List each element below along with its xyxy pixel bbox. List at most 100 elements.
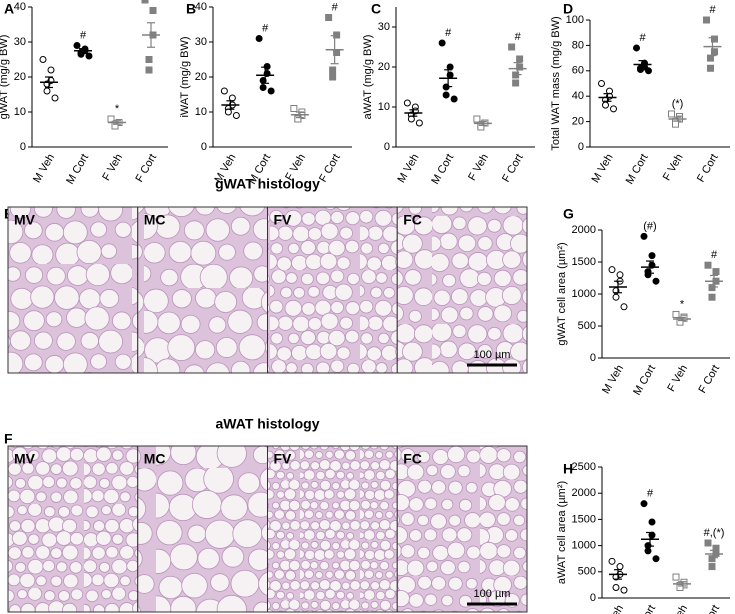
data-point — [708, 293, 716, 301]
histology-image — [396, 445, 528, 613]
significance-label: # — [515, 31, 522, 43]
y-tick-label: 60 — [572, 65, 584, 77]
data-point — [703, 16, 710, 24]
histology-image — [7, 206, 139, 374]
data-point — [644, 547, 652, 555]
data-point — [47, 66, 55, 74]
data-point — [612, 293, 620, 301]
significance-label: # — [332, 1, 339, 13]
x-tick-label: F Cort — [696, 363, 722, 395]
panel-letter: H — [563, 461, 573, 477]
y-tick-label: 1500 — [572, 513, 596, 525]
x-tick-label: F Cort — [695, 152, 721, 184]
data-point — [145, 66, 153, 74]
histology-image — [267, 206, 398, 374]
data-point — [708, 555, 716, 563]
histology-label: MC — [144, 451, 166, 467]
data-point — [73, 42, 81, 49]
y-tick-label: 30 — [195, 36, 207, 48]
data-point — [708, 284, 716, 292]
y-tick-label: 20 — [195, 71, 207, 83]
histology-label: FC — [403, 451, 422, 467]
data-point — [39, 56, 47, 63]
data-point — [446, 63, 454, 71]
y-tick-label: 500 — [578, 320, 596, 332]
x-tick-label: F Cort — [317, 152, 343, 184]
y-tick-label: 0 — [384, 141, 390, 153]
significance-label: # — [647, 488, 654, 500]
significance-label: # — [709, 4, 716, 16]
significance-label: # — [445, 27, 452, 39]
x-tick-label: F Veh — [665, 363, 690, 394]
data-point — [633, 44, 640, 52]
histology-label: FV — [274, 212, 293, 228]
y-tick-label: 2000 — [572, 487, 596, 499]
y-tick-label: 0 — [590, 352, 596, 364]
y-tick-label: 100 — [566, 14, 584, 26]
y-tick-label: 0 — [201, 141, 207, 153]
data-point — [255, 35, 263, 42]
histology-image — [396, 206, 528, 374]
x-tick-label: M Cort — [64, 152, 91, 187]
data-point — [712, 268, 720, 276]
x-tick-label: F Veh — [665, 603, 690, 614]
data-point — [450, 95, 458, 103]
histology-image — [137, 445, 268, 613]
y-axis-label: Total WAT mass (mg/g BW) — [550, 16, 562, 150]
data-point — [442, 91, 450, 99]
data-point — [652, 277, 660, 285]
x-tick-label: F Veh — [100, 152, 125, 183]
histology-title: gWAT histology — [215, 176, 320, 192]
data-point — [612, 584, 620, 592]
data-point — [85, 52, 93, 60]
data-point — [325, 14, 333, 21]
data-point — [668, 110, 675, 118]
histology-image — [137, 206, 268, 374]
data-point — [640, 232, 648, 240]
data-point — [220, 87, 228, 95]
x-tick-label: F Cort — [500, 152, 526, 184]
data-point — [608, 266, 616, 274]
data-point — [512, 79, 520, 87]
data-point — [704, 261, 712, 269]
histology-image — [7, 445, 139, 613]
histology-label: MC — [144, 212, 166, 228]
data-point — [259, 84, 267, 91]
panel-letter: G — [563, 206, 574, 222]
y-tick-label: 40 — [195, 1, 207, 13]
data-point — [602, 101, 609, 109]
y-tick-label: 0 — [20, 141, 26, 153]
panel-letter: C — [371, 1, 381, 17]
x-tick-label: M Cort — [429, 152, 456, 187]
x-tick-label: M Veh — [396, 152, 422, 185]
y-tick-label: 10 — [378, 101, 390, 113]
data-point — [290, 105, 298, 112]
data-point — [403, 99, 411, 107]
data-point — [707, 64, 714, 72]
data-point — [704, 539, 712, 547]
data-point — [711, 48, 718, 56]
data-point — [711, 35, 718, 43]
y-axis-label: iWAT (mg/g BW) — [179, 36, 191, 117]
y-tick-label: 40 — [572, 90, 584, 102]
y-tick-label: 500 — [578, 566, 596, 578]
data-point — [648, 252, 656, 260]
x-tick-label: F Veh — [466, 152, 491, 183]
data-point — [141, 0, 149, 4]
data-point — [224, 108, 232, 116]
data-point — [329, 66, 337, 74]
data-point — [43, 87, 51, 95]
data-point — [407, 115, 415, 123]
significance-label: # — [262, 22, 269, 34]
significance-label: * — [115, 103, 120, 115]
data-point — [438, 39, 446, 47]
data-point — [267, 87, 275, 95]
data-point — [645, 67, 652, 75]
y-tick-label: 20 — [572, 116, 584, 128]
data-point — [329, 73, 337, 81]
significance-label: (*) — [672, 98, 684, 110]
x-tick-label: F Cort — [133, 152, 159, 184]
data-point — [51, 94, 59, 102]
significance-label: * — [680, 298, 685, 310]
y-axis-label: aWAT (mg/g BW) — [362, 35, 374, 120]
